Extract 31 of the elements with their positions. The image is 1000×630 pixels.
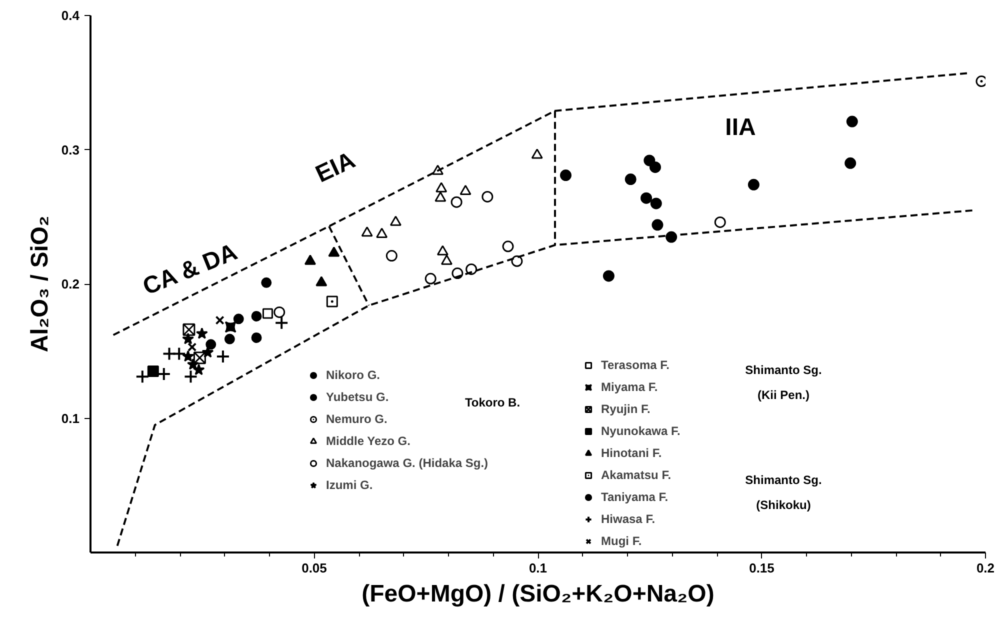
legend-label: Taniyama F. (601, 490, 668, 504)
y-tick-label: 0.3 (61, 142, 80, 158)
annotation: IIA (725, 114, 756, 141)
legend-label: Nakanogawa G. (Hidaka Sg.) (326, 456, 488, 470)
legend-label: Nikoro G. (326, 368, 380, 382)
x-axis-title: (FeO+MgO) / (SiO₂+K₂O+Na₂O) (362, 580, 714, 608)
y-axis-title: Al₂O₃ / SiO₂ (26, 216, 54, 352)
legend-label: Mugi F. (601, 534, 642, 548)
y-tick-label: 0.4 (61, 8, 80, 23)
y-tick-label: 0.1 (61, 410, 80, 426)
legend-label: Miyama F. (601, 380, 658, 394)
legend-label: Akamatsu F. (601, 468, 672, 482)
x-tick-label: 0.15 (749, 560, 774, 576)
x-tick-label: 0.1 (528, 560, 548, 576)
annotation: EIA (312, 146, 360, 188)
x-tick-label: 0.05 (302, 560, 327, 576)
legend-label: Ryujin F. (601, 402, 650, 416)
annotation: Tokoro B. (464, 396, 520, 410)
legend-label: Nemuro G. (326, 412, 388, 426)
x-tick-label: 0.2 (976, 560, 995, 576)
legend-label: Terasoma F. (601, 358, 670, 372)
legend-label: Yubetsu G. (326, 390, 389, 404)
legend-label: Hinotani F. (601, 446, 662, 460)
annotation: CA & DA (139, 238, 242, 301)
legend-label: Izumi G. (326, 478, 373, 492)
legend-label: Hiwasa F. (601, 512, 656, 526)
annotation: Shimanto Sg. (Kii Pen.) (745, 362, 822, 402)
legend-label: Nyunokawa F. (601, 424, 680, 438)
annotation: Shimanto Sg. (Shikoku) (745, 472, 822, 512)
y-tick-label: 0.2 (61, 276, 80, 292)
legend-label: Middle Yezo G. (326, 434, 410, 448)
